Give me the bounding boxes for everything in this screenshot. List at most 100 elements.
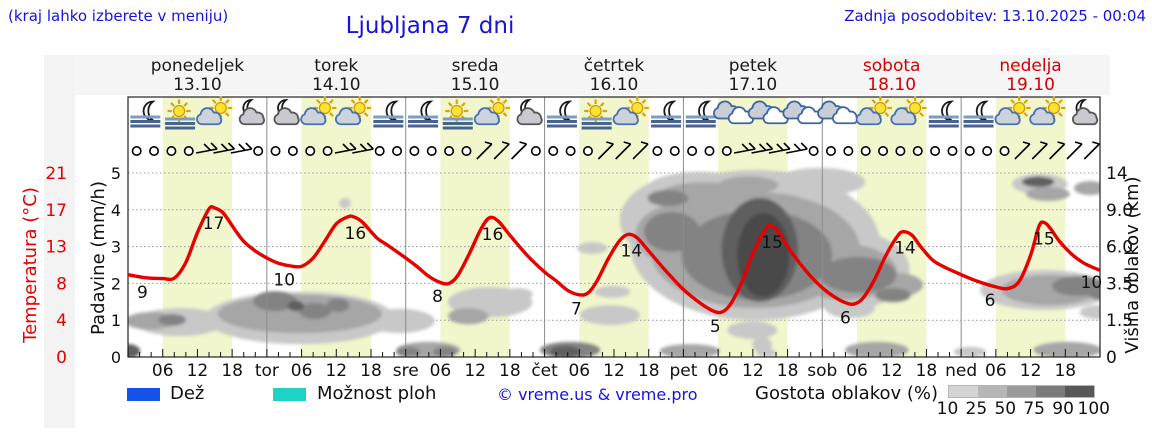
density-tick-label: 10 xyxy=(936,399,959,419)
last-update: Zadnja posodobitev: 13.10.2025 - 00:04 xyxy=(844,7,1146,25)
svg-text:4: 4 xyxy=(111,201,121,220)
moon-fog-icon xyxy=(685,100,716,128)
sun-cloud-icon xyxy=(855,96,892,126)
sun-cloud-icon xyxy=(994,96,1031,126)
day-header-sun: nedelja 19.10 xyxy=(999,56,1062,95)
cloud-icon xyxy=(782,100,824,125)
svg-text:3.5: 3.5 xyxy=(1106,274,1133,294)
moon-fog-icon xyxy=(963,100,994,128)
svg-text:6: 6 xyxy=(840,309,851,329)
location-hint: (kraj lahko izberete v meniju) xyxy=(8,7,229,25)
copyright-link[interactable]: © vreme.us & vreme.pro xyxy=(497,385,698,404)
sun-cloud-icon xyxy=(1029,96,1066,126)
moon-fog-icon xyxy=(928,100,959,128)
cloud-icon xyxy=(817,100,859,125)
svg-text:14: 14 xyxy=(894,238,916,258)
wind-symbols-row xyxy=(131,141,1100,160)
rain-legend-label: Dež xyxy=(170,383,205,404)
svg-text:06: 06 xyxy=(985,361,1007,381)
sun-cloud-icon xyxy=(196,96,233,126)
svg-text:17: 17 xyxy=(45,201,67,221)
moon-fog-icon xyxy=(373,100,404,128)
svg-text:06: 06 xyxy=(430,361,452,381)
left-axis-strip xyxy=(44,55,75,428)
day-header-band xyxy=(75,55,1110,95)
svg-text:6.0: 6.0 xyxy=(1106,238,1133,258)
cloud-density-gradient-bar xyxy=(948,385,1095,398)
y-axis-labels: 0 1 2 3 4 5 0 4 8 13 17 21 0 1.5 3.5 6.0 9.0 14 xyxy=(45,164,1133,368)
density-tick-label: 100 xyxy=(1077,399,1110,419)
svg-text:10: 10 xyxy=(273,271,295,291)
cloud-icon xyxy=(712,100,754,125)
svg-text:sob: sob xyxy=(807,361,837,381)
sun-fog-icon xyxy=(442,99,473,130)
moon-cloud-icon xyxy=(238,99,265,126)
svg-text:18: 18 xyxy=(916,361,938,381)
moon-cloud-icon xyxy=(273,99,300,126)
svg-text:4: 4 xyxy=(56,311,67,331)
svg-text:8: 8 xyxy=(432,287,443,307)
day-header-fri: petek 17.10 xyxy=(728,56,778,95)
showers-legend-label: Možnost ploh xyxy=(317,383,437,404)
svg-text:0: 0 xyxy=(56,348,67,368)
svg-text:1.5: 1.5 xyxy=(1106,311,1133,331)
svg-text:9: 9 xyxy=(137,283,148,303)
moon-cloud-icon xyxy=(516,99,543,126)
day-header-thu: četrtek 16.10 xyxy=(583,56,645,95)
svg-text:6: 6 xyxy=(985,291,996,311)
moon-fog-icon xyxy=(130,100,161,128)
svg-text:15: 15 xyxy=(1033,229,1055,249)
svg-text:06: 06 xyxy=(152,361,174,381)
cloud-density-tick-labels: 10 25 50 75 90 100 xyxy=(933,399,1110,419)
moon-fog-icon xyxy=(546,100,577,128)
sun-cloud-icon xyxy=(890,96,927,126)
svg-text:15: 15 xyxy=(761,233,783,253)
density-segment xyxy=(949,386,978,397)
svg-text:17: 17 xyxy=(203,214,225,234)
sun-fog-icon xyxy=(581,99,612,130)
x-axis-labels: 06 12 18 tor 06 12 18 sre 06 12 18 čet 06 12 18 pet 06 12… xyxy=(152,361,1076,381)
day-separators xyxy=(266,97,962,357)
svg-text:5: 5 xyxy=(710,317,721,337)
sun-fog-icon xyxy=(165,99,196,130)
sun-cloud-icon xyxy=(300,96,337,126)
day-header-tue: torek 14.10 xyxy=(311,56,361,95)
svg-text:tor: tor xyxy=(255,361,279,381)
svg-text:7: 7 xyxy=(571,300,582,320)
day-header-mon: ponedeljek 13.10 xyxy=(150,56,245,95)
day-header-wed: sreda 15.10 xyxy=(450,56,500,95)
svg-text:0: 0 xyxy=(111,348,121,367)
cloud-density-legend-label: Gostota oblakov (%) xyxy=(755,383,939,404)
svg-text:06: 06 xyxy=(291,361,313,381)
svg-text:3: 3 xyxy=(111,238,121,257)
page-title: Ljubljana 7 dni xyxy=(345,13,515,39)
density-segment xyxy=(978,386,1007,397)
density-tick-label: 75 xyxy=(1023,399,1045,419)
moon-fog-icon xyxy=(408,100,439,128)
density-tick-label: 25 xyxy=(965,399,988,419)
svg-text:12: 12 xyxy=(325,361,347,381)
weather-icons-row xyxy=(130,96,1099,130)
svg-text:18: 18 xyxy=(360,361,382,381)
day-header-sat: sobota 18.10 xyxy=(862,56,921,95)
svg-text:16: 16 xyxy=(345,224,367,244)
sun-cloud-icon xyxy=(612,96,649,126)
svg-text:1: 1 xyxy=(111,311,121,330)
svg-text:12: 12 xyxy=(187,361,209,381)
svg-text:18: 18 xyxy=(499,361,521,381)
x-axis xyxy=(127,349,1101,357)
rain-legend-swatch xyxy=(127,388,160,401)
sun-cloud-icon xyxy=(334,96,372,126)
svg-text:2: 2 xyxy=(111,274,121,293)
svg-text:pet: pet xyxy=(669,361,697,381)
svg-text:12: 12 xyxy=(881,361,903,381)
svg-text:06: 06 xyxy=(846,361,868,381)
svg-text:8: 8 xyxy=(56,274,67,294)
temperature-point-labels: 9 17 10 16 8 16 7 14 5 15 6 14 6 15 10 xyxy=(137,214,1102,337)
svg-text:sre: sre xyxy=(393,361,419,381)
svg-text:21: 21 xyxy=(45,164,67,184)
svg-text:5: 5 xyxy=(111,164,121,183)
moon-cloud-icon xyxy=(1071,99,1099,126)
svg-text:12: 12 xyxy=(1020,361,1042,381)
